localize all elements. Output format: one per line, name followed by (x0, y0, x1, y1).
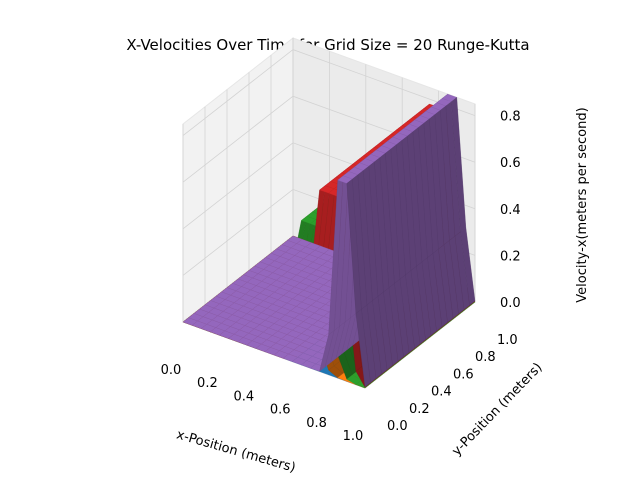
z-axis-label: Velocity-x(meters per second) (575, 107, 590, 302)
x-axis-label: x-Position (meters) (175, 427, 298, 475)
z-axis-ticks: 0.0 0.2 0.4 0.6 0.8 (500, 110, 521, 311)
z-tick-label: 0.0 (500, 296, 521, 311)
x-tick-label: 0.4 (233, 389, 254, 404)
x-tick-label: 0.8 (306, 416, 327, 431)
y-tick-label: 0.2 (409, 402, 430, 417)
y-tick-label: 1.0 (497, 333, 518, 348)
chart-title: X-Velocities Over Time for Grid Size = 2… (126, 36, 529, 54)
z-tick-label: 0.8 (500, 110, 521, 125)
z-tick-label: 0.2 (500, 249, 521, 264)
z-tick-label: 0.6 (500, 156, 521, 171)
y-tick-label: 0.0 (387, 419, 408, 434)
z-tick-label: 0.4 (500, 203, 521, 218)
y-axis-ticks: 0.00.20.40.60.81.0 (387, 333, 518, 434)
surface-series-5 (182, 93, 476, 388)
x-tick-label: 0.0 (161, 363, 182, 378)
x-axis-ticks: 0.0 0.2 0.4 0.6 0.8 1.0 (161, 363, 364, 444)
y-tick-label: 0.8 (475, 350, 496, 365)
surface-plot (182, 93, 476, 389)
x-tick-label: 0.2 (197, 376, 218, 391)
y-tick-label: 0.4 (431, 385, 452, 400)
grid-line (182, 49, 476, 136)
x-tick-label: 0.6 (270, 403, 291, 418)
x-tick-label: 1.0 (343, 429, 364, 444)
y-tick-label: 0.6 (453, 367, 474, 382)
surface-facet (355, 309, 371, 388)
